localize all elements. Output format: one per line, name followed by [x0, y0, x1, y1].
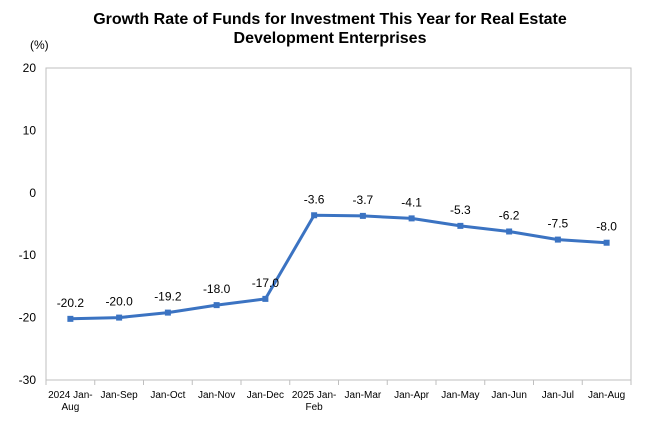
- x-tick-label: Jan-Dec: [247, 390, 284, 401]
- chart-title-line1: Growth Rate of Funds for Investment This…: [93, 11, 567, 28]
- chart-title-line2: Development Enterprises: [233, 30, 427, 47]
- plot-area-border: [45, 67, 632, 381]
- series-line: [70, 213, 607, 321]
- data-point: [67, 315, 74, 322]
- data-label: -8.0: [596, 220, 617, 234]
- x-tick-label: Jan-Nov: [198, 390, 235, 401]
- data-label: -7.5: [548, 217, 569, 231]
- x-tick-label: Jan-Aug: [588, 390, 625, 401]
- y-axis-unit: (%): [30, 38, 49, 52]
- x-tick-label: Jan-Apr: [394, 390, 430, 401]
- data-label: -17.0: [252, 276, 280, 290]
- y-tick-label: -30: [19, 373, 37, 387]
- data-point: [262, 295, 269, 302]
- data-label: -5.3: [450, 203, 471, 217]
- y-tick-label: 10: [23, 123, 37, 137]
- data-label: -20.2: [57, 296, 85, 310]
- data-point: [457, 222, 464, 229]
- data-label: -6.2: [499, 208, 520, 222]
- data-point: [311, 212, 318, 219]
- x-tick-label: Jan-Sep: [101, 390, 139, 401]
- data-point: [213, 302, 220, 309]
- y-tick-label: 0: [29, 186, 36, 200]
- data-label: -18.0: [203, 282, 231, 296]
- x-tick-label: Jan-Jun: [491, 390, 527, 401]
- x-tick-label: Jan-Mar: [345, 390, 382, 401]
- data-point: [359, 212, 366, 219]
- y-tick-label: -10: [19, 248, 37, 262]
- data-point: [164, 309, 171, 316]
- data-point: [116, 314, 123, 321]
- x-tick-label: Jan-Jul: [542, 390, 574, 401]
- data-label: -20.0: [105, 295, 133, 309]
- x-tick-label: 2025 Jan-Feb: [292, 390, 336, 413]
- data-point: [506, 228, 513, 235]
- chart-title: Growth Rate of Funds for Investment This…: [0, 10, 660, 48]
- data-label: -3.7: [353, 193, 374, 207]
- x-tick-label: Jan-Oct: [150, 390, 185, 401]
- x-tick-label: 2024 Jan-Aug: [48, 390, 92, 413]
- data-point: [408, 215, 415, 222]
- data-label: -19.2: [154, 290, 182, 304]
- data-point: [603, 239, 610, 246]
- y-tick-label: -20: [19, 311, 37, 325]
- data-point: [554, 236, 561, 243]
- x-tick-label: Jan-May: [441, 390, 479, 401]
- y-tick-label: 20: [23, 61, 37, 75]
- data-label: -4.1: [401, 195, 422, 209]
- data-label: -3.6: [304, 192, 325, 206]
